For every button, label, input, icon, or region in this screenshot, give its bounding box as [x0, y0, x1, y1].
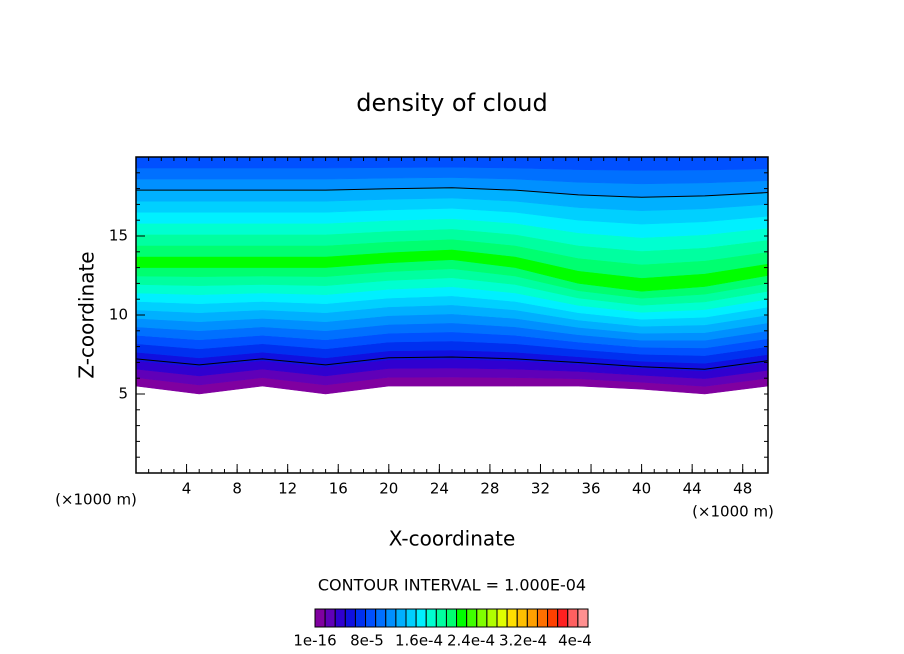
colorbar-cell [466, 608, 478, 628]
x-tick-label: 48 [733, 480, 752, 498]
x-tick-label: 44 [683, 480, 702, 498]
x-tick-label: 24 [430, 480, 449, 498]
contour-line [136, 187, 769, 198]
x-tick-label: 36 [581, 480, 600, 498]
contour-line [135, 356, 769, 370]
colorbar-cell [567, 608, 579, 628]
x-axis-label: X-coordinate [389, 527, 516, 551]
colorbar-label: 2.4e-4 [447, 632, 495, 650]
colorbar-cell [395, 608, 407, 628]
x-tick-label: 8 [232, 480, 242, 498]
colorbar-cell [344, 608, 356, 628]
colorbar-cell [476, 608, 488, 628]
colorbar-cell [354, 608, 367, 628]
colorbar-label: 1e-16 [293, 632, 336, 650]
colorbar-label: 3.2e-4 [499, 632, 547, 650]
colorbar-cell [334, 608, 346, 628]
colorbar-cell [435, 608, 447, 628]
colorbar-cell [516, 608, 528, 628]
x-tick-label: 16 [329, 480, 348, 498]
colorbar-cell [496, 608, 508, 628]
y-tick-label: 10 [109, 306, 128, 324]
colorbar-label: 4e-4 [558, 632, 592, 650]
y-tick-label: 15 [109, 227, 128, 245]
x-tick-label: 12 [278, 480, 297, 498]
colorbar-label: 1.6e-4 [395, 632, 443, 650]
x-tick-label: 40 [632, 480, 651, 498]
colorbar-cell [314, 608, 326, 628]
colorbar-cell [506, 608, 518, 628]
x-tick-label: 4 [182, 480, 192, 498]
x-tick-label: 20 [379, 480, 398, 498]
chart-title: density of cloud [356, 89, 547, 117]
colorbar-cell [445, 608, 458, 628]
y-axis-label: Z-coordinate [75, 251, 99, 378]
colorbar-cell [486, 608, 498, 628]
x-unit: (×1000 m) [692, 503, 774, 521]
colorbar-cell [536, 608, 549, 628]
contour-interval: CONTOUR INTERVAL = 1.000E-04 [318, 576, 586, 595]
colorbar-cell [385, 608, 397, 628]
colorbar-cell [456, 608, 468, 628]
colorbar-cell [415, 608, 427, 628]
colorbar-cell [405, 608, 417, 628]
colorbar-label: 8e-5 [350, 632, 384, 650]
colorbar-cell [365, 608, 377, 628]
colorbar-cell [425, 608, 437, 628]
colorbar-cell [547, 608, 559, 628]
x-tick-label: 32 [531, 480, 550, 498]
y-tick-label: 5 [118, 385, 128, 403]
colorbar-cell [577, 608, 589, 628]
x-unit: (×1000 m) [55, 491, 137, 509]
colorbar-cell [324, 608, 336, 628]
colorbar-cell [375, 608, 387, 628]
colorbar-cell [557, 608, 569, 628]
x-tick-label: 28 [480, 480, 499, 498]
colorbar-cell [526, 608, 538, 628]
